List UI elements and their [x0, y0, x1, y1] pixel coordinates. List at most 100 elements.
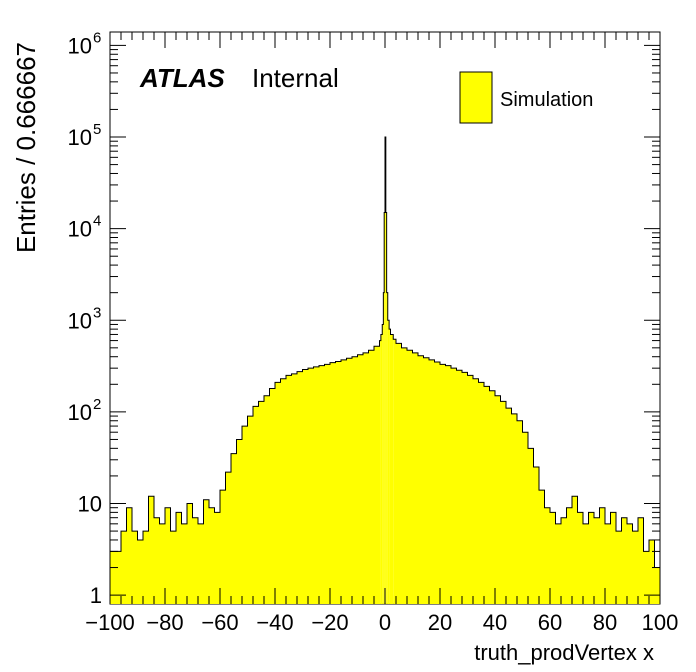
y-tick-exponent: 5: [93, 121, 101, 138]
histogram-bin: [286, 375, 292, 604]
histogram-bin: [386, 292, 388, 604]
x-tick-label: 100: [642, 610, 679, 635]
histogram-bin: [137, 539, 143, 604]
histogram-bin: [605, 523, 611, 604]
histogram-bin: [401, 347, 407, 604]
histogram-bin: [621, 517, 627, 604]
histogram-bin: [231, 453, 237, 604]
histogram-bin: [550, 512, 556, 604]
x-tick-label: −40: [256, 610, 293, 635]
histogram-bin: [176, 512, 182, 604]
y-tick-label: 10: [68, 125, 92, 150]
histogram-bin: [511, 413, 517, 604]
histogram-bin: [610, 512, 616, 604]
histogram-bin: [467, 375, 473, 604]
histogram-bin: [280, 378, 286, 604]
histogram-bin: [566, 507, 572, 604]
histogram-bin: [522, 432, 528, 604]
histogram-bin: [170, 531, 176, 604]
histogram-bin: [588, 512, 594, 604]
histogram-bin: [407, 350, 413, 604]
histogram-bin: [643, 551, 649, 604]
y-tick-label: 10: [78, 491, 102, 516]
histogram-bin: [313, 366, 319, 604]
histogram-bin: [275, 382, 281, 604]
y-axis-title: Entries / 0.666667: [11, 42, 41, 253]
status-label: Internal: [252, 63, 339, 93]
histogram-bin: [159, 523, 165, 604]
y-tick-exponent: 4: [93, 213, 101, 230]
histogram-bin: [247, 416, 253, 604]
histogram-bin: [594, 517, 600, 604]
histogram-bin: [583, 523, 589, 604]
histogram-bin: [638, 517, 644, 604]
histogram-bin: [352, 356, 358, 604]
histogram-bin: [383, 292, 385, 604]
histogram-bin: [385, 137, 386, 604]
histogram-bin: [533, 467, 539, 604]
histogram-bin: [649, 539, 655, 604]
histogram-bin: [599, 507, 605, 604]
y-tick-label: 10: [68, 400, 92, 425]
histogram-bin: [396, 343, 402, 604]
histogram-bin: [451, 368, 457, 604]
histogram-bin: [154, 517, 160, 604]
histogram-bin: [539, 490, 545, 604]
histogram-bin: [269, 388, 275, 604]
histogram-bin: [132, 531, 138, 604]
y-tick-label: 10: [68, 308, 92, 333]
histogram-bin: [389, 329, 391, 604]
histogram-bin: [198, 523, 204, 604]
histogram-bin: [484, 386, 490, 604]
histogram-bin: [264, 395, 270, 604]
histogram-bin: [319, 365, 325, 604]
y-tick-exponent: 6: [93, 29, 101, 46]
x-tick-label: 80: [593, 610, 617, 635]
histogram-bin: [187, 503, 193, 604]
histogram-bin: [374, 346, 380, 604]
x-tick-label: −60: [201, 610, 238, 635]
histogram-bin: [528, 448, 534, 604]
legend-label: Simulation: [500, 89, 593, 111]
histogram-bin: [382, 324, 384, 604]
histogram-bin: [126, 507, 132, 604]
histogram-bin: [330, 362, 336, 604]
histogram-bin: [445, 365, 451, 604]
histogram-bars: [109, 136, 661, 604]
histogram-bin: [577, 512, 583, 604]
histogram-bin: [302, 369, 308, 604]
histogram-bin: [379, 340, 381, 604]
y-tick-label: 10: [68, 217, 92, 242]
histogram-bin: [434, 362, 440, 604]
histogram-bin: [121, 531, 127, 604]
histogram-bin: [654, 567, 660, 604]
histogram-bin: [616, 531, 622, 604]
histogram-bin: [380, 334, 383, 604]
histogram-bin: [506, 408, 512, 604]
histogram-bin: [335, 361, 341, 604]
histogram-bin: [429, 359, 435, 604]
histogram-bin: [253, 406, 259, 604]
histogram-bin: [181, 523, 187, 604]
histogram-bin: [495, 395, 501, 604]
x-tick-label: 0: [379, 610, 391, 635]
histogram-bin: [209, 507, 215, 604]
histogram-bin: [203, 499, 209, 604]
histogram-bin: [517, 420, 523, 604]
histogram-bin: [291, 373, 297, 604]
histogram-outline: [109, 136, 661, 604]
histogram-bin: [110, 551, 121, 604]
y-tick-label: 10: [68, 33, 92, 58]
histogram-bin: [363, 352, 369, 604]
histogram-bin: [462, 372, 468, 604]
histogram-bin: [308, 368, 314, 604]
histogram-bin: [341, 359, 347, 604]
x-tick-label: −80: [146, 610, 183, 635]
y-tick-exponent: 3: [93, 304, 101, 321]
y-tick-label: 1: [90, 583, 102, 608]
y-tick-exponent: 2: [93, 396, 101, 413]
histogram-bin: [555, 523, 561, 604]
histogram-bin: [148, 496, 154, 604]
